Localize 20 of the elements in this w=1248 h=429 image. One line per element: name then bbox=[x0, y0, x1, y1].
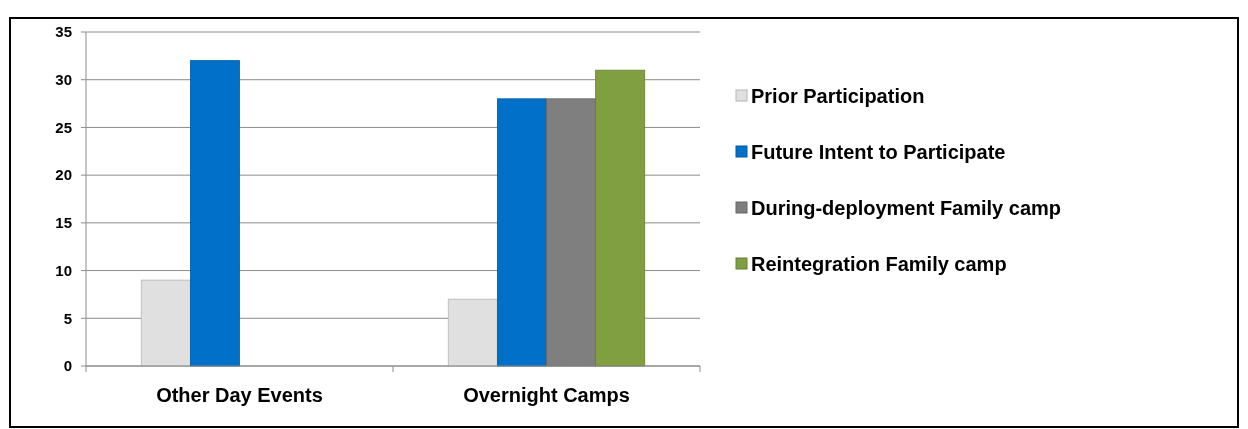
bar bbox=[447, 298, 498, 367]
bar bbox=[595, 69, 646, 367]
bar bbox=[496, 98, 547, 367]
y-tick-label: 0 bbox=[63, 357, 72, 375]
bar bbox=[546, 98, 597, 367]
bar bbox=[140, 279, 191, 367]
y-tick-label: 5 bbox=[63, 309, 72, 327]
y-tick-label: 25 bbox=[55, 118, 72, 136]
legend-label: Prior Participation bbox=[751, 85, 925, 107]
y-tick-label: 30 bbox=[55, 70, 72, 88]
x-tick-label: Overnight Camps bbox=[463, 384, 630, 406]
legend-label: Future Intent to Participate bbox=[751, 141, 1006, 163]
y-tick-label: 35 bbox=[55, 23, 72, 41]
legend-label: Reintegration Family camp bbox=[751, 253, 1007, 275]
x-tick-label: Other Day Events bbox=[156, 384, 323, 406]
y-tick-label: 20 bbox=[55, 166, 72, 184]
y-tick-label: 15 bbox=[55, 214, 72, 232]
legend-label: During-deployment Family camp bbox=[751, 197, 1062, 219]
bar bbox=[189, 60, 240, 367]
y-tick-label: 10 bbox=[55, 261, 72, 279]
